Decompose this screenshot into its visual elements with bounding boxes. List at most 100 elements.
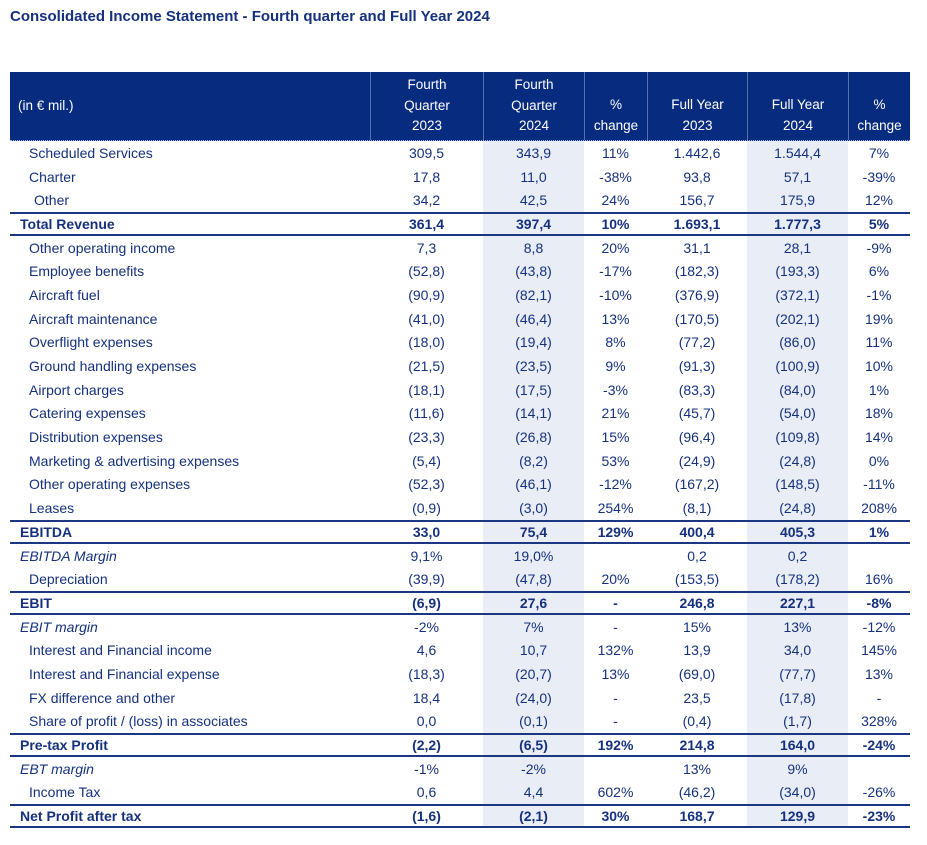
value-cell: (90,9) — [408, 286, 445, 303]
row-label: Airport charges — [29, 381, 124, 398]
value-cell: 397,4 — [483, 214, 584, 234]
value-cell: 12% — [864, 192, 894, 209]
value-cell: 129,9 — [747, 806, 848, 826]
value-cell: 405,3 — [747, 522, 848, 542]
value-cell: -1% — [866, 286, 892, 303]
header-cell: Full Year 2023 — [647, 72, 747, 140]
value-cell: (91,3) — [678, 358, 716, 375]
value-cell: (77,2) — [678, 334, 716, 351]
row-label: EBIT — [20, 594, 52, 611]
value-cell: (18,3) — [408, 665, 445, 682]
table-row: Charter 17,8 11,0 -38% 93,8 57,1 -39% — [10, 164, 910, 189]
table-row: Interest and Financial expense (18,3) (20,… — [10, 662, 910, 686]
row-label: Marketing & advertising expenses — [29, 452, 240, 469]
value-cell: -23% — [862, 808, 896, 825]
value-cell: 0,6 — [416, 784, 437, 801]
value-cell: 18% — [864, 405, 894, 422]
value-cell: - — [613, 689, 618, 706]
value-cell: 132% — [597, 642, 634, 659]
value-cell: - — [613, 713, 618, 730]
value-cell: 1.544,4 — [747, 141, 848, 165]
value-cell: -24% — [862, 737, 896, 754]
value-cell: (5,4) — [412, 452, 441, 469]
table-row: Overflight expenses (18,0) (19,4) 8% (77,2) (… — [10, 330, 910, 355]
value-cell: - — [613, 618, 618, 635]
value-cell: 15% — [601, 429, 630, 446]
value-cell: -26% — [862, 784, 896, 801]
value-cell: (17,5) — [483, 377, 584, 402]
row-label: Other operating expenses — [29, 476, 191, 493]
value-cell: (46,2) — [678, 784, 716, 801]
table-row: Aircraft maintenance (41,0) (46,4) 13% (170,… — [10, 306, 910, 331]
page-title: Consolidated Income Statement - Fourth q… — [10, 8, 490, 25]
value-cell: 129% — [597, 523, 634, 540]
table-row: Employee benefits (52,8) (43,8) -17% (182,3)… — [10, 259, 910, 284]
value-cell: (6,9) — [412, 594, 441, 611]
value-cell: 20% — [601, 571, 630, 588]
value-cell: 0% — [868, 452, 890, 469]
table-row: Catering expenses (11,6) (14,1) 21% (45,7) (5… — [10, 401, 910, 426]
value-cell: -10% — [599, 286, 632, 303]
value-cell: 18,4 — [412, 689, 441, 706]
row-label: Net Profit after tax — [20, 808, 142, 825]
value-cell: -1% — [414, 760, 439, 777]
table-row: Other operating income 7,3 8,8 20% 31,1 28,1 -… — [10, 235, 910, 260]
value-cell: 14% — [864, 429, 894, 446]
row-label: Interest and Financial income — [29, 642, 212, 659]
table-row: FX difference and other 18,4 (24,0) - 23,5 (1… — [10, 685, 910, 710]
value-cell: 1% — [868, 523, 890, 540]
value-cell — [584, 544, 647, 568]
value-cell: (21,5) — [408, 358, 445, 375]
table-row: Marketing & advertising expenses (5,4) (8,… — [10, 448, 910, 473]
value-cell: 9% — [605, 358, 626, 375]
table-row: Share of profit / (loss) in associates 0,… — [10, 709, 910, 734]
value-cell: 0,2 — [687, 547, 707, 564]
table-row: Scheduled Services 309,5 343,9 11% 1.442,6 1.… — [10, 141, 910, 165]
value-cell: (202,1) — [747, 306, 848, 331]
row-label: Income Tax — [29, 784, 101, 801]
value-cell — [848, 544, 910, 568]
value-cell: 361,4 — [408, 215, 445, 232]
row-label: EBIT margin — [20, 618, 98, 635]
value-cell: 8,8 — [483, 235, 584, 260]
value-cell: (170,5) — [674, 310, 720, 327]
value-cell: (43,8) — [483, 259, 584, 284]
value-cell: 30% — [601, 808, 630, 825]
value-cell: 1.442,6 — [673, 144, 721, 161]
row-label: Other — [34, 192, 70, 209]
value-cell: 93,8 — [683, 168, 711, 185]
value-cell: (96,4) — [678, 429, 716, 446]
value-cell — [848, 757, 910, 781]
value-cell: (2,2) — [412, 737, 441, 754]
value-cell: (8,2) — [483, 448, 584, 473]
value-cell: (24,0) — [483, 685, 584, 710]
value-cell: 343,9 — [483, 141, 584, 165]
row-label: Total Revenue — [20, 215, 115, 232]
value-cell: 13% — [601, 665, 630, 682]
value-cell: 7% — [483, 614, 584, 639]
value-cell: -12% — [862, 618, 896, 635]
value-cell: (24,8) — [747, 496, 848, 520]
header-cell: Fourth Quarter 2023 — [370, 72, 483, 140]
value-cell: 7,3 — [416, 239, 437, 256]
row-label: Pre-tax Profit — [20, 737, 108, 754]
value-cell: -9% — [866, 239, 892, 256]
value-cell: (153,5) — [674, 571, 720, 588]
table-row: Depreciation (39,9) (47,8) 20% (153,5) (178,2… — [10, 567, 910, 592]
value-cell: -17% — [599, 263, 632, 280]
table-row: Distribution expenses (23,3) (26,8) 15% (96,… — [10, 425, 910, 449]
value-cell: (100,9) — [747, 354, 848, 378]
value-cell: (69,0) — [678, 665, 716, 682]
value-cell: (376,9) — [674, 286, 720, 303]
value-cell: 208% — [861, 500, 897, 517]
table-row: Airport charges (18,1) (17,5) -3% (83,3) (84,… — [10, 377, 910, 402]
value-cell: (0,4) — [682, 713, 712, 730]
value-cell: 175,9 — [747, 188, 848, 213]
table-row: Ground handling expenses (21,5) (23,5) 9% (9… — [10, 354, 910, 378]
value-cell: 13% — [864, 665, 894, 682]
value-cell: 21% — [601, 405, 630, 422]
value-cell: (83,3) — [678, 381, 716, 398]
value-cell: 33,0 — [412, 523, 441, 540]
value-cell: 17,8 — [412, 168, 441, 185]
value-cell: 20% — [601, 239, 630, 256]
